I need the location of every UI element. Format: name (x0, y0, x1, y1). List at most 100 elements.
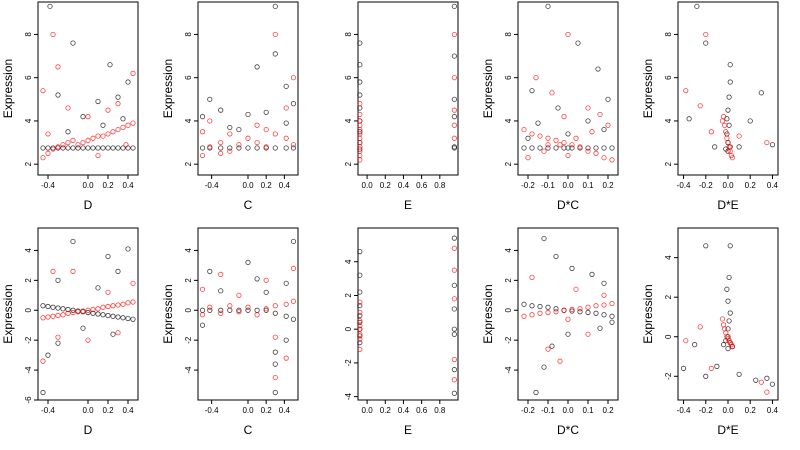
black-point (712, 144, 718, 150)
black-point (120, 315, 126, 321)
red-point (708, 129, 714, 135)
red-point (272, 131, 278, 137)
y-tick-label: 8 (24, 32, 33, 37)
red-point (199, 152, 206, 159)
black-point (272, 3, 278, 9)
black-point (727, 310, 733, 316)
y-tick-label: 0 (184, 307, 193, 312)
black-point (199, 145, 206, 151)
y-tick-label: 2 (344, 293, 353, 298)
black-point (290, 145, 297, 151)
black-point (272, 349, 278, 355)
x-tick-label: 0.2 (261, 181, 273, 190)
red-point (120, 301, 126, 307)
black-point (85, 309, 91, 316)
y-tick-label: 4 (504, 118, 513, 123)
black-point (726, 274, 732, 281)
x-tick-label: -0.2 (521, 406, 535, 415)
red-point (254, 139, 260, 146)
black-point (60, 306, 66, 312)
black-point (451, 96, 457, 102)
scatter-panel-2-2: -0.4 0.0 0.2 0.4 -4 -2 0 2 4 C Expression (161, 227, 299, 437)
black-point (199, 307, 206, 313)
x-tick-label: 0.4 (398, 181, 410, 190)
black-point (263, 289, 269, 295)
black-point (90, 145, 96, 151)
black-point (549, 343, 555, 349)
x-tick-label: -0.4 (677, 181, 691, 190)
black-point (769, 381, 776, 387)
red-point (593, 150, 599, 156)
black-point (541, 364, 547, 370)
x-tick-label: 0.2 (261, 406, 273, 415)
x-tick-label: 0.8 (434, 406, 446, 415)
red-point (537, 310, 543, 316)
red-point (541, 148, 547, 154)
black-point (125, 79, 131, 85)
y-tick-label: 4 (664, 255, 673, 260)
red-point (601, 302, 607, 308)
black-point (283, 280, 289, 286)
scatter-panel-1-3: 0.0 0.2 0.4 0.6 0.8 2 4 6 8 E (344, 1, 459, 212)
x-tick-label: -0.4 (205, 181, 219, 190)
black-point (357, 249, 363, 255)
red-point (125, 300, 131, 306)
red-point (40, 155, 46, 161)
red-point (451, 31, 457, 38)
red-point (263, 277, 269, 283)
red-point (50, 146, 56, 152)
black-point (218, 288, 224, 294)
black-point (272, 145, 278, 151)
black-point (55, 277, 61, 283)
black-point (45, 303, 51, 310)
y-axis-label: Expression (641, 59, 655, 118)
black-point (451, 367, 457, 373)
red-point (357, 101, 363, 107)
red-point (283, 355, 289, 361)
black-point (764, 375, 770, 381)
x-tick-label: 0.4 (767, 406, 779, 415)
black-point (70, 145, 76, 151)
black-point (263, 109, 269, 115)
y-tick-label: 4 (664, 118, 673, 123)
black-point (537, 303, 543, 310)
black-point (589, 271, 595, 277)
plot-frame (357, 227, 459, 401)
black-point (595, 66, 601, 72)
red-point (764, 389, 770, 395)
red-point (130, 280, 136, 286)
scatter-panel-1-1: -0.4 0.0 0.2 0.4 2 4 6 8 D Expression (1, 1, 139, 212)
red-point (254, 122, 260, 128)
black-point (199, 322, 206, 328)
black-point (283, 145, 289, 151)
red-point (85, 137, 91, 143)
black-point (357, 333, 363, 339)
black-point (245, 259, 251, 265)
red-point (585, 304, 591, 310)
black-point (40, 303, 46, 309)
black-point (725, 326, 731, 332)
red-point (573, 286, 579, 292)
black-point (290, 238, 297, 245)
red-point (283, 301, 289, 307)
red-point (115, 302, 121, 308)
red-point (85, 307, 91, 313)
red-point (105, 107, 111, 113)
y-tick-label: 2 (664, 161, 673, 166)
red-point (40, 88, 46, 94)
black-point (537, 145, 543, 151)
red-point (521, 126, 527, 133)
red-point (227, 131, 233, 137)
x-tick-label: 0.4 (279, 406, 291, 415)
red-point (719, 316, 726, 322)
red-point (272, 374, 278, 381)
red-point (199, 312, 206, 318)
scatter-panel-1-5: -0.4 -0.2 0.0 0.2 0.4 2 4 6 8 D*E Expression (641, 1, 779, 212)
x-tick-label: 0.2 (745, 406, 757, 415)
red-point (75, 142, 81, 148)
red-point (75, 309, 81, 315)
black-point (451, 3, 457, 9)
black-point (55, 305, 61, 311)
red-point (573, 135, 579, 141)
black-point (585, 118, 591, 124)
